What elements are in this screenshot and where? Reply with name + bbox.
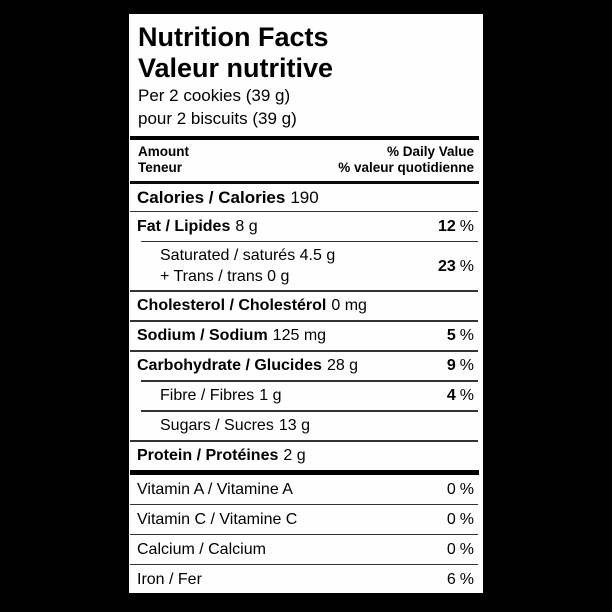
separator bbox=[130, 533, 478, 535]
row-iron: Iron / Fer 6% bbox=[129, 565, 483, 593]
amount-header-french: Teneur bbox=[138, 160, 183, 175]
fat-label: Fat / Lipides 8 g bbox=[137, 217, 258, 235]
sodium-daily-value: 5% bbox=[446, 327, 474, 345]
thick-separator-micronutrients bbox=[130, 470, 479, 475]
vitamin-c-daily-value: 0% bbox=[446, 510, 474, 528]
calcium-label: Calcium / Calcium bbox=[137, 540, 266, 558]
protein-label: Protein / Protéines 2 g bbox=[137, 447, 306, 465]
calcium-daily-value: 0% bbox=[446, 540, 474, 558]
sodium-label: Sodium / Sodium 125 mg bbox=[137, 327, 327, 345]
row-fat: Fat / Lipides 8 g 12% bbox=[129, 212, 483, 241]
sugars-label: Sugars / Sucres 13 g bbox=[160, 417, 310, 435]
daily-value-header-french: % valeur quotidienne bbox=[338, 160, 474, 175]
row-sugars: Sugars / Sucres 13 g bbox=[129, 412, 483, 441]
thick-separator-top bbox=[130, 136, 479, 140]
carbohydrate-label: Carbohydrate / Glucides 28 g bbox=[137, 357, 359, 375]
title-french: Valeur nutritive bbox=[138, 53, 334, 83]
saturated-trans-label: Saturated / saturés 4.5 g + Trans / tran… bbox=[160, 247, 336, 285]
title-english: Nutrition Facts bbox=[138, 22, 329, 52]
row-protein: Protein / Protéines 2 g bbox=[129, 442, 483, 471]
nutrition-facts-label: Nutrition Facts Valeur nutritive Per 2 c… bbox=[129, 14, 483, 593]
carbohydrate-daily-value: 9% bbox=[446, 357, 474, 375]
fibre-label: Fibre / Fibres 1 g bbox=[160, 387, 282, 405]
separator-indented bbox=[141, 240, 478, 242]
cholesterol-label: Cholesterol / Cholestérol 0 mg bbox=[137, 297, 367, 315]
separator-indented bbox=[141, 410, 478, 412]
row-calcium: Calcium / Calcium 0% bbox=[129, 535, 483, 564]
saturated-trans-daily-value: 23% bbox=[437, 257, 474, 275]
serving-size-french: pour 2 biscuits (39 g) bbox=[138, 109, 297, 128]
calories-label: Calories / Calories 190 bbox=[137, 187, 319, 207]
row-cholesterol: Cholesterol / Cholestérol 0 mg bbox=[129, 292, 483, 321]
vitamin-c-label: Vitamin C / Vitamine C bbox=[137, 510, 298, 528]
row-saturated-trans: Saturated / saturés 4.5 g + Trans / tran… bbox=[129, 242, 483, 290]
column-header: Amount Teneur % Daily Value % valeur quo… bbox=[129, 140, 483, 181]
separator bbox=[130, 563, 478, 565]
separator bbox=[130, 440, 478, 442]
row-vitamin-a: Vitamin A / Vitamine A 0% bbox=[129, 475, 483, 504]
separator bbox=[130, 290, 478, 292]
vitamin-a-label: Vitamin A / Vitamine A bbox=[137, 480, 293, 498]
separator-indented bbox=[141, 380, 478, 382]
serving-size-english: Per 2 cookies (39 g) bbox=[138, 86, 291, 105]
iron-label: Iron / Fer bbox=[137, 570, 202, 588]
amount-header-english: Amount bbox=[138, 144, 189, 159]
separator bbox=[130, 503, 478, 505]
daily-value-header: % Daily Value % valeur quotidienne bbox=[338, 144, 474, 176]
header-separator bbox=[130, 181, 479, 184]
amount-header: Amount Teneur bbox=[138, 144, 189, 176]
fibre-daily-value: 4% bbox=[446, 387, 474, 405]
vitamin-a-daily-value: 0% bbox=[446, 480, 474, 498]
row-fibre: Fibre / Fibres 1 g 4% bbox=[129, 382, 483, 411]
separator bbox=[130, 350, 478, 352]
separator bbox=[130, 320, 478, 322]
row-vitamin-c: Vitamin C / Vitamine C 0% bbox=[129, 505, 483, 534]
separator bbox=[130, 210, 478, 212]
row-sodium: Sodium / Sodium 125 mg 5% bbox=[129, 322, 483, 351]
row-calories: Calories / Calories 190 bbox=[129, 184, 483, 211]
row-carbohydrate: Carbohydrate / Glucides 28 g 9% bbox=[129, 352, 483, 381]
fat-daily-value: 12% bbox=[437, 217, 474, 235]
daily-value-header-english: % Daily Value bbox=[386, 144, 474, 159]
iron-daily-value: 6% bbox=[446, 570, 474, 588]
